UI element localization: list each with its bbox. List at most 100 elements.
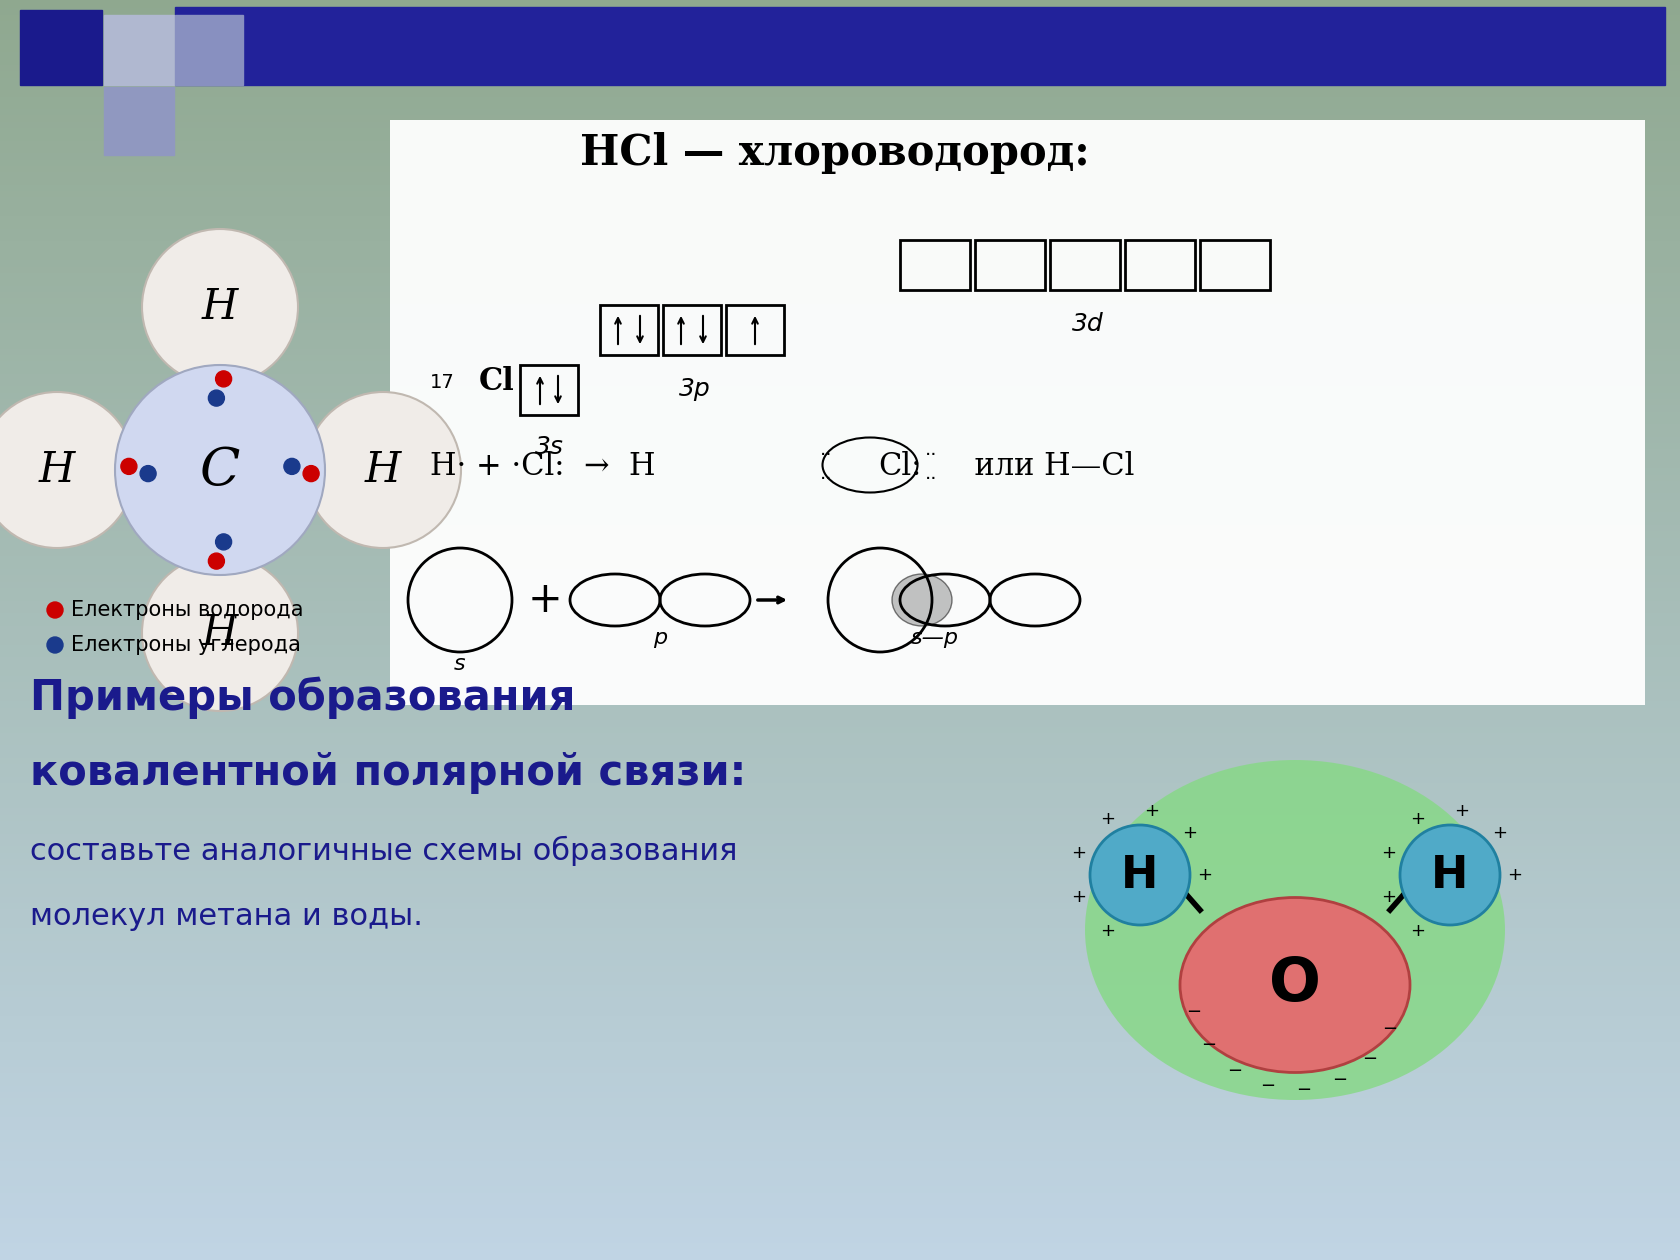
Bar: [0, 471, 1680, 479]
Bar: [974, 239, 1045, 290]
Bar: [0, 597, 1680, 605]
Bar: [0, 604, 1680, 611]
Text: или H—Cl: или H—Cl: [954, 451, 1134, 483]
Bar: [0, 868, 1680, 876]
Bar: [0, 49, 1680, 57]
Bar: [0, 843, 1680, 851]
Bar: [0, 950, 1680, 958]
Bar: [0, 93, 1680, 101]
Bar: [0, 137, 1680, 145]
Bar: [0, 307, 1680, 315]
Bar: [0, 900, 1680, 907]
Bar: [0, 685, 1680, 693]
Bar: [0, 55, 1680, 63]
Bar: [0, 1183, 1680, 1191]
Bar: [0, 1202, 1680, 1210]
Bar: [0, 1057, 1680, 1065]
Bar: [104, 87, 175, 155]
Bar: [0, 496, 1680, 504]
Bar: [0, 219, 1680, 227]
Bar: [0, 446, 1680, 454]
Bar: [0, 301, 1680, 309]
Bar: [0, 238, 1680, 246]
Bar: [0, 163, 1680, 170]
Text: +: +: [1100, 810, 1116, 828]
Bar: [0, 1133, 1680, 1140]
Bar: [0, 874, 1680, 882]
Text: H: H: [1121, 853, 1159, 897]
Bar: [0, 282, 1680, 290]
Bar: [0, 1007, 1680, 1014]
Text: Cl:: Cl:: [879, 451, 921, 483]
Bar: [0, 244, 1680, 252]
Bar: [0, 969, 1680, 977]
Bar: [0, 780, 1680, 788]
Bar: [0, 427, 1680, 435]
Bar: [0, 673, 1680, 680]
Bar: [0, 62, 1680, 69]
Bar: [0, 736, 1680, 743]
Bar: [0, 1089, 1680, 1096]
Text: +: +: [1072, 888, 1087, 906]
Text: −: −: [1383, 1021, 1398, 1038]
Bar: [0, 440, 1680, 447]
Bar: [0, 1252, 1680, 1260]
Bar: [0, 276, 1680, 284]
Bar: [0, 1063, 1680, 1071]
Bar: [0, 837, 1680, 844]
Bar: [0, 515, 1680, 523]
Bar: [0, 1070, 1680, 1077]
Text: −: −: [1260, 1077, 1275, 1095]
Bar: [0, 679, 1680, 687]
Bar: [0, 5, 1680, 13]
Bar: [0, 919, 1680, 926]
Bar: [0, 1038, 1680, 1046]
Bar: [0, 194, 1680, 202]
Text: составьте аналогичные схемы образования: составьте аналогичные схемы образования: [30, 835, 738, 866]
Bar: [600, 305, 659, 355]
Bar: [0, 717, 1680, 724]
Text: −: −: [1297, 1081, 1312, 1099]
Circle shape: [1399, 825, 1500, 925]
Bar: [0, 541, 1680, 548]
Bar: [0, 994, 1680, 1002]
Text: −: −: [1186, 1003, 1201, 1021]
Text: s: s: [454, 654, 465, 674]
Circle shape: [208, 391, 225, 406]
Bar: [0, 383, 1680, 391]
Bar: [0, 295, 1680, 302]
Text: +: +: [528, 580, 563, 621]
Bar: [0, 944, 1680, 951]
Bar: [0, 503, 1680, 510]
Bar: [0, 818, 1680, 825]
Bar: [390, 120, 1645, 706]
Bar: [0, 553, 1680, 561]
Text: +: +: [1410, 922, 1425, 940]
Bar: [0, 572, 1680, 580]
Bar: [0, 289, 1680, 296]
Bar: [0, 1013, 1680, 1021]
Bar: [0, 490, 1680, 498]
Bar: [0, 415, 1680, 422]
Bar: [0, 963, 1680, 970]
Bar: [0, 937, 1680, 945]
Bar: [0, 1051, 1680, 1058]
Bar: [0, 1139, 1680, 1147]
Circle shape: [0, 392, 134, 548]
Bar: [0, 1000, 1680, 1008]
Bar: [0, 1196, 1680, 1203]
Bar: [0, 881, 1680, 888]
Bar: [0, 100, 1680, 107]
Bar: [0, 692, 1680, 699]
Text: 3s: 3s: [534, 435, 563, 459]
Text: −: −: [1201, 1036, 1216, 1055]
Bar: [0, 339, 1680, 346]
Bar: [0, 389, 1680, 397]
Bar: [0, 893, 1680, 901]
Bar: [0, 824, 1680, 832]
Bar: [1200, 239, 1270, 290]
Text: +: +: [1410, 810, 1425, 828]
Bar: [0, 18, 1680, 25]
Bar: [0, 667, 1680, 674]
Bar: [0, 1019, 1680, 1027]
